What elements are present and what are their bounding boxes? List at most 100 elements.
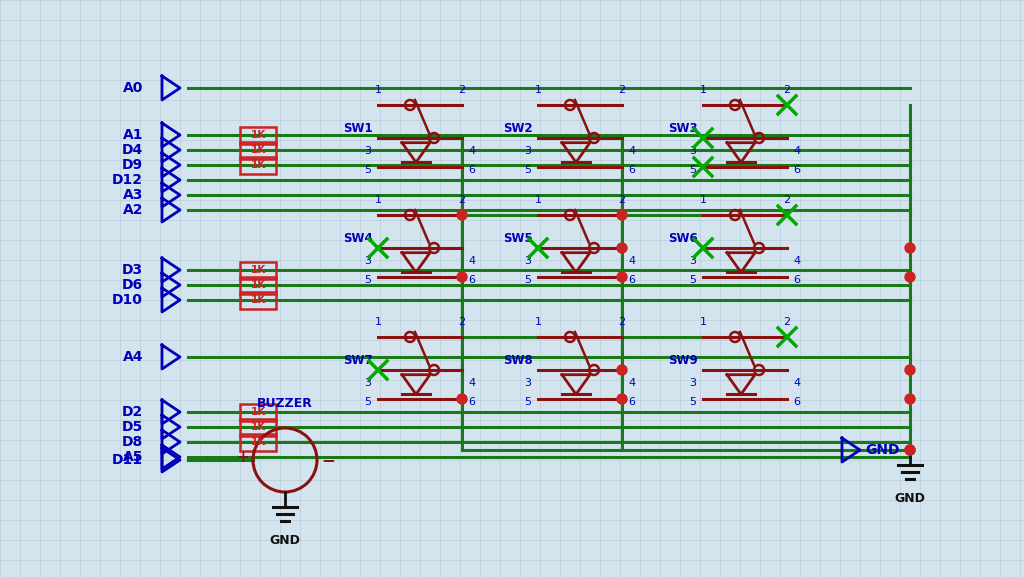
- Text: 5: 5: [524, 275, 531, 285]
- Text: D10: D10: [112, 293, 143, 307]
- Text: 6: 6: [794, 397, 801, 407]
- Text: 4: 4: [794, 256, 801, 266]
- Text: 4: 4: [468, 256, 475, 266]
- Text: D11: D11: [112, 453, 143, 467]
- Text: 3: 3: [689, 256, 696, 266]
- Text: GND: GND: [895, 492, 926, 505]
- Text: D3: D3: [122, 263, 143, 277]
- Text: 3: 3: [365, 378, 372, 388]
- Text: SW3: SW3: [669, 122, 698, 134]
- Text: SW6: SW6: [669, 231, 698, 245]
- Text: 1: 1: [535, 317, 542, 327]
- Text: 5: 5: [365, 397, 372, 407]
- Text: 6: 6: [629, 275, 636, 285]
- Text: −: −: [321, 451, 335, 469]
- Text: 2: 2: [459, 85, 466, 95]
- Text: SW5: SW5: [503, 231, 534, 245]
- Circle shape: [905, 394, 915, 404]
- Text: 3: 3: [689, 378, 696, 388]
- Text: A2: A2: [123, 203, 143, 217]
- Circle shape: [617, 243, 627, 253]
- Text: 2: 2: [783, 317, 791, 327]
- Text: 2: 2: [459, 195, 466, 205]
- Text: GND: GND: [865, 443, 900, 457]
- Text: 5: 5: [365, 165, 372, 175]
- Text: 1K: 1K: [251, 280, 265, 290]
- Text: 6: 6: [794, 165, 801, 175]
- Text: 5: 5: [689, 275, 696, 285]
- Text: 2: 2: [618, 85, 626, 95]
- Text: 2: 2: [618, 317, 626, 327]
- Text: 6: 6: [629, 397, 636, 407]
- Text: +: +: [237, 449, 249, 464]
- Text: 1: 1: [535, 85, 542, 95]
- Text: D5: D5: [122, 420, 143, 434]
- Text: 3: 3: [689, 146, 696, 156]
- Text: 1K: 1K: [251, 295, 265, 305]
- Circle shape: [617, 210, 627, 220]
- Text: 3: 3: [524, 378, 531, 388]
- Text: 1K: 1K: [251, 422, 265, 432]
- Text: 6: 6: [469, 397, 475, 407]
- Text: BUZZER: BUZZER: [257, 397, 313, 410]
- Text: A3: A3: [123, 188, 143, 202]
- Circle shape: [457, 210, 467, 220]
- Text: 4: 4: [794, 378, 801, 388]
- Circle shape: [905, 272, 915, 282]
- Text: 2: 2: [783, 85, 791, 95]
- Text: 1K: 1K: [251, 145, 265, 155]
- Text: SW9: SW9: [669, 354, 698, 366]
- Text: 1: 1: [699, 195, 707, 205]
- Text: 4: 4: [629, 146, 636, 156]
- Text: 4: 4: [794, 146, 801, 156]
- Text: 1: 1: [535, 195, 542, 205]
- Text: 2: 2: [618, 195, 626, 205]
- Circle shape: [905, 445, 915, 455]
- Text: 4: 4: [468, 146, 475, 156]
- Circle shape: [905, 445, 915, 455]
- Text: SW8: SW8: [503, 354, 534, 366]
- Text: 1K: 1K: [251, 130, 265, 140]
- Text: 6: 6: [469, 275, 475, 285]
- Text: 5: 5: [365, 275, 372, 285]
- Text: 1K: 1K: [251, 437, 265, 447]
- Text: 1: 1: [375, 317, 382, 327]
- Text: 4: 4: [629, 378, 636, 388]
- Text: 5: 5: [524, 165, 531, 175]
- Circle shape: [905, 243, 915, 253]
- Text: 3: 3: [365, 256, 372, 266]
- Circle shape: [905, 365, 915, 375]
- Text: 4: 4: [629, 256, 636, 266]
- Text: 6: 6: [469, 165, 475, 175]
- Text: D8: D8: [122, 435, 143, 449]
- Text: 1K: 1K: [251, 265, 265, 275]
- Text: 5: 5: [524, 397, 531, 407]
- Circle shape: [457, 394, 467, 404]
- Text: 5: 5: [689, 165, 696, 175]
- Text: D2: D2: [122, 405, 143, 419]
- Text: D12: D12: [112, 173, 143, 187]
- Text: GND: GND: [269, 534, 300, 547]
- Text: A4: A4: [123, 350, 143, 364]
- Text: SW7: SW7: [343, 354, 373, 366]
- Text: 1: 1: [699, 85, 707, 95]
- Text: D6: D6: [122, 278, 143, 292]
- Text: SW2: SW2: [504, 122, 534, 134]
- Text: D4: D4: [122, 143, 143, 157]
- Text: 3: 3: [365, 146, 372, 156]
- Text: 4: 4: [468, 378, 475, 388]
- Text: 1: 1: [375, 195, 382, 205]
- Text: 6: 6: [794, 275, 801, 285]
- Text: 1K: 1K: [251, 407, 265, 417]
- Text: 1K: 1K: [251, 160, 265, 170]
- Circle shape: [617, 272, 627, 282]
- Text: 5: 5: [689, 397, 696, 407]
- Text: A5: A5: [123, 450, 143, 464]
- Text: 6: 6: [629, 165, 636, 175]
- Text: 3: 3: [524, 256, 531, 266]
- Circle shape: [617, 365, 627, 375]
- Text: 3: 3: [524, 146, 531, 156]
- Text: 1: 1: [699, 317, 707, 327]
- Text: 2: 2: [459, 317, 466, 327]
- Text: 1: 1: [375, 85, 382, 95]
